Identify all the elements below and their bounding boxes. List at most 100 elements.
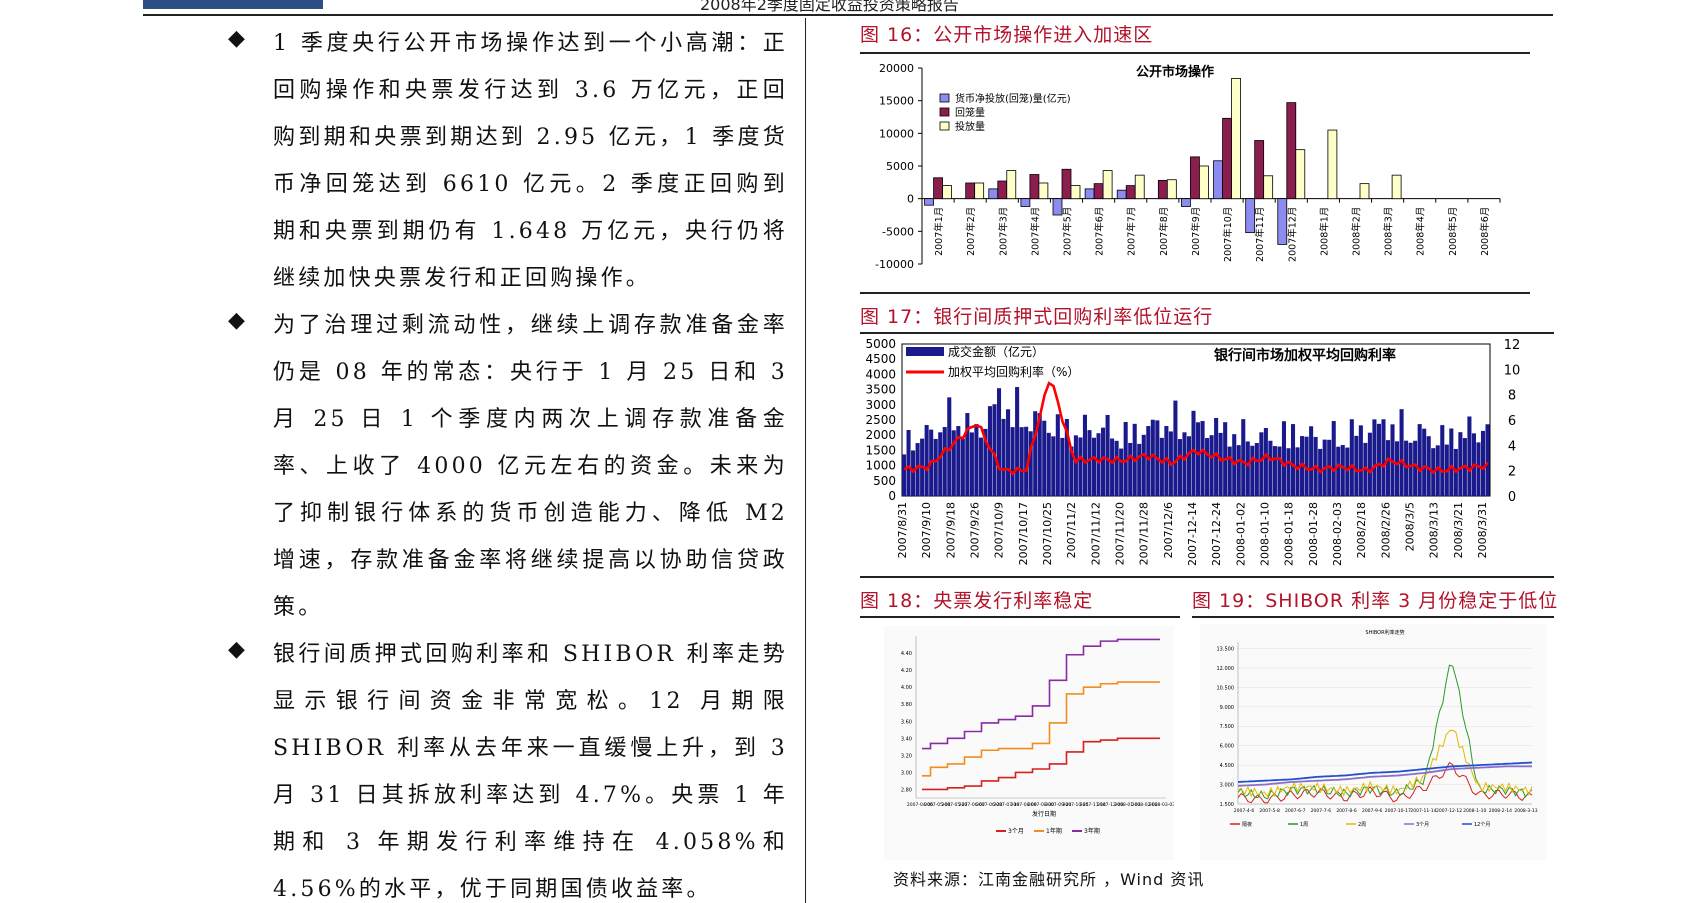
legend-label: 12个月 bbox=[1474, 822, 1490, 828]
y-left-tick-label: 3000 bbox=[865, 398, 896, 412]
x-tick-label: 2007/8/31 bbox=[896, 502, 909, 558]
bar bbox=[1254, 140, 1265, 200]
volume-bar bbox=[933, 438, 938, 496]
x-tick-label: 2007/11/12 bbox=[1089, 502, 1102, 565]
y-tick-label: 1.500 bbox=[1220, 802, 1234, 808]
volume-bar bbox=[1372, 419, 1377, 496]
legend-label: 隔夜 bbox=[1242, 821, 1252, 828]
volume-bar bbox=[1331, 421, 1336, 496]
bar bbox=[1052, 198, 1063, 216]
x-tick-label: 2007年1月 bbox=[933, 207, 945, 256]
legend-swatch bbox=[906, 347, 944, 356]
volume-bar bbox=[1006, 409, 1011, 496]
x-tick-label: 2008-01-03 bbox=[1114, 802, 1140, 808]
volume-bar bbox=[1123, 421, 1128, 496]
legend-label: 1周 bbox=[1300, 822, 1308, 828]
bar bbox=[1102, 170, 1113, 200]
figure-19-top-rule bbox=[1192, 616, 1554, 618]
bar bbox=[1277, 198, 1288, 245]
x-tick-label: 2008年2月 bbox=[1351, 207, 1363, 256]
legend-label: 投放量 bbox=[955, 120, 985, 133]
volume-bar bbox=[947, 397, 952, 496]
bullet-paragraph: ◆ 为了治理过剩流动性，继续上调存款准备金率仍是 08 年的常态：央行于 1 月… bbox=[228, 302, 788, 631]
volume-bar bbox=[1354, 435, 1359, 496]
x-tick-label: 2008-02-03 bbox=[1331, 502, 1344, 566]
x-tick-label: 2007年2月 bbox=[965, 207, 977, 256]
volume-bar bbox=[1340, 445, 1345, 496]
volume-bar bbox=[1422, 428, 1427, 496]
figure-19-title: 图 19：SHIBOR 利率 3 月份稳定于低位 bbox=[1192, 590, 1559, 612]
y-tick-label: -5000 bbox=[882, 225, 914, 238]
bar bbox=[924, 198, 934, 206]
x-tick-label: 2007-05-27 bbox=[941, 802, 967, 808]
x-tick-label: 2008年5月 bbox=[1447, 207, 1459, 256]
legend-label: 1年期 bbox=[1046, 827, 1062, 835]
volume-bar bbox=[902, 454, 907, 496]
source-note: 资料来源：江南金融研究所 ，Wind 资讯 bbox=[893, 870, 1205, 889]
volume-bar bbox=[906, 430, 911, 496]
x-tick-label: 2008/2/18 bbox=[1355, 502, 1368, 558]
bar bbox=[1213, 160, 1223, 200]
chart-title: 公开市场操作 bbox=[1136, 64, 1214, 80]
volume-bar bbox=[1263, 428, 1268, 496]
x-tick-label: 2007/11/2 bbox=[1065, 502, 1078, 558]
bar bbox=[1391, 174, 1402, 200]
volume-bar bbox=[996, 388, 1002, 496]
x-tick-label: 2007-05-08 bbox=[924, 802, 950, 808]
volume-bar bbox=[1146, 426, 1151, 496]
volume-bar bbox=[1055, 414, 1060, 496]
legend-swatch bbox=[939, 107, 950, 117]
bar bbox=[1286, 102, 1297, 200]
volume-bar bbox=[1345, 447, 1350, 496]
x-tick-label: 2008-2-14 bbox=[1489, 808, 1512, 814]
figure-18-top-rule bbox=[860, 616, 1180, 618]
y-right-tick-label: 6 bbox=[1508, 414, 1516, 429]
chart-title: SHIBOR利率走势 bbox=[1365, 629, 1404, 636]
figure-19-chart: SHIBOR利率走势 1.500 3.000 4.500 6.000 7.500 9.000… bbox=[1200, 624, 1546, 860]
x-tick-label: 2008年6月 bbox=[1479, 207, 1491, 256]
figure-17-top-rule bbox=[860, 332, 1554, 334]
volume-bar bbox=[1286, 448, 1291, 496]
x-tick-label: 2007-07-19 bbox=[993, 802, 1019, 808]
x-tick-label: 2007/12/6 bbox=[1162, 502, 1175, 558]
x-tick-label: 2008/3/5 bbox=[1404, 502, 1417, 551]
volume-bar bbox=[1128, 442, 1133, 496]
volume-bar bbox=[1426, 436, 1431, 496]
y-tick-label: 7.500 bbox=[1220, 724, 1234, 730]
volume-bar bbox=[974, 424, 979, 496]
x-tick-label: 2007年11月 bbox=[1254, 207, 1266, 262]
x-tick-label: 2007-04-06 bbox=[907, 802, 933, 808]
y-tick-label: 10000 bbox=[879, 127, 914, 140]
volume-bar bbox=[1440, 425, 1445, 496]
y-tick-label: 13.500 bbox=[1217, 646, 1235, 652]
bar bbox=[1222, 117, 1232, 200]
x-tick-label: 2007-12-12 bbox=[1436, 808, 1462, 814]
y-left-tick-label: 2500 bbox=[865, 413, 896, 427]
figure-17-title: 图 17：银行间质押式回购利率低位运行 bbox=[860, 306, 1214, 328]
volume-bar bbox=[1019, 427, 1024, 496]
volume-bar bbox=[1186, 436, 1192, 496]
y-left-tick-label: 3500 bbox=[865, 383, 896, 397]
rate-line bbox=[903, 381, 1489, 476]
y-left-tick-label: 0 bbox=[888, 489, 896, 503]
y-right-tick-label: 0 bbox=[1508, 490, 1516, 505]
legend-swatch bbox=[939, 93, 950, 103]
volume-bar bbox=[1218, 432, 1223, 496]
bar bbox=[1093, 183, 1104, 200]
volume-bar bbox=[969, 432, 974, 496]
legend-label: 3个月 bbox=[1416, 822, 1429, 828]
header-rule bbox=[143, 14, 1553, 16]
x-tick-label: 2008-01-10 bbox=[1259, 502, 1272, 566]
y-tick-label: 10.500 bbox=[1217, 685, 1235, 691]
volume-bar bbox=[983, 428, 988, 496]
x-tick-label: 2007-10-25 bbox=[1062, 802, 1088, 808]
volume-bar bbox=[1281, 421, 1287, 496]
bullet-paragraph: ◆ 1 季度央行公开市场操作达到一个小高潮：正回购操作和央票发行达到 3.6 万… bbox=[228, 20, 788, 302]
left-column: ◆ 1 季度央行公开市场操作达到一个小高潮：正回购操作和央票发行达到 3.6 万… bbox=[228, 20, 788, 903]
volume-bar bbox=[1150, 419, 1155, 496]
legend-label: 3个月 bbox=[1008, 828, 1024, 835]
x-tick-label: 2007年9月 bbox=[1190, 207, 1202, 256]
x-tick-label: 2007-10-17 bbox=[1385, 808, 1411, 814]
volume-bar bbox=[1078, 437, 1083, 496]
volume-bar bbox=[1200, 421, 1205, 496]
